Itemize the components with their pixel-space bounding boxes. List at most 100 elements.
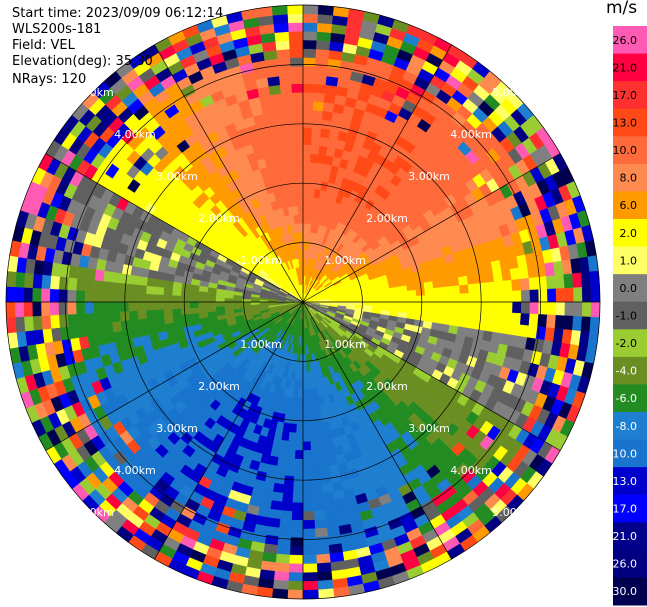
velocity-gate [14,301,25,318]
velocity-gate [145,301,155,311]
velocity-gate [292,493,304,504]
velocity-gate [518,324,530,338]
velocity-gate [272,13,289,25]
velocity-gate [302,528,316,539]
velocity-gate [572,272,583,289]
colorbar-swatch [613,53,647,82]
colorbar-swatch [613,191,647,220]
velocity-gate [286,449,296,460]
velocity-gate [119,301,129,312]
velocity-gate [84,278,95,292]
velocity-gate [281,101,294,112]
velocity-gate [537,276,548,290]
velocity-gate [475,273,486,284]
velocity-gate [101,291,112,303]
velocity-gate [302,563,318,573]
velocity-gate [285,136,295,146]
velocity-gate [511,278,522,292]
velocity-gate [172,314,183,323]
velocity-gate [432,279,443,289]
velocity-gate [206,296,216,303]
colorbar-swatch [613,246,647,275]
velocity-gate [308,179,317,190]
velocity-gate [275,128,286,139]
velocity-gate [138,326,150,337]
velocity-gate [154,301,164,310]
velocity-gate [573,301,583,317]
velocity-gate [66,289,77,303]
velocity-gate [302,467,313,477]
velocity-gate [302,371,308,381]
velocity-gate [289,423,297,434]
velocity-gate [287,13,304,24]
velocity-gate [317,13,334,25]
velocity-gate [180,295,190,303]
velocity-gate [302,162,311,172]
colorbar-swatch [613,522,647,551]
velocity-gate [307,388,314,399]
velocity-gate [291,511,304,521]
colorbar-tick-label: 13.0 [613,117,638,130]
velocity-gate [467,283,478,294]
velocity-gate [102,321,114,334]
velocity-gate [315,57,329,68]
velocity-gate [276,48,291,59]
velocity-gate [324,508,338,520]
velocity-gate [509,267,521,281]
velocity-gate [416,301,426,309]
velocity-gate [119,282,130,294]
velocity-gate [49,288,59,303]
colorbar-tick-label: -8.0 [616,420,637,433]
velocity-gate [250,301,260,305]
colorbar-tick-label: -1.0 [616,310,637,323]
velocity-gate [268,508,282,520]
velocity-gate [180,307,191,316]
velocity-gate [581,286,592,303]
velocity-gate [296,406,304,416]
velocity-gate [163,294,173,303]
range-ring-label: 1.00km [240,254,282,267]
velocity-gate [288,22,304,32]
azimuth-spoke [45,301,304,451]
velocity-gate [302,205,309,215]
ppi-plot: 1.00km 1.00km 1.00km 1.00km 2.00km 2.00km 2.00… [5,4,601,600]
velocity-gate [101,301,112,313]
velocity-gate [290,65,304,76]
velocity-gate [321,110,334,122]
velocity-gate [289,48,304,58]
velocity-gate [279,518,292,530]
velocity-gate [450,285,461,295]
velocity-gate [302,65,316,76]
velocity-gate [538,301,548,316]
velocity-gate [292,484,304,495]
velocity-gate [23,287,33,303]
velocity-gate [314,413,323,424]
velocity-gate [110,301,121,313]
velocity-gate [564,287,574,303]
velocity-gate [282,109,294,120]
velocity-gate [289,554,304,565]
velocity-gate [323,93,337,104]
velocity-gate [302,74,316,85]
velocity-gate [302,546,317,556]
velocity-gate [273,22,290,33]
velocity-gate [75,313,87,326]
velocity-gate [84,312,95,326]
velocity-gate [302,572,318,582]
velocity-gate [302,31,318,41]
velocity-gate [511,312,522,326]
velocity-gate [302,354,307,364]
colorbar-tick-label: -4.0 [616,365,637,378]
velocity-gate [590,301,601,318]
velocity-gate [224,301,234,307]
velocity-gate [313,83,327,94]
velocity-gate [493,280,504,293]
velocity-gate [163,287,173,296]
velocity-gate [232,304,243,310]
velocity-gate [302,519,316,530]
velocity-gate [296,179,304,189]
velocity-gate [302,39,317,50]
velocity-gate [58,276,69,290]
velocity-gate [306,371,312,381]
velocity-gate [298,380,304,390]
